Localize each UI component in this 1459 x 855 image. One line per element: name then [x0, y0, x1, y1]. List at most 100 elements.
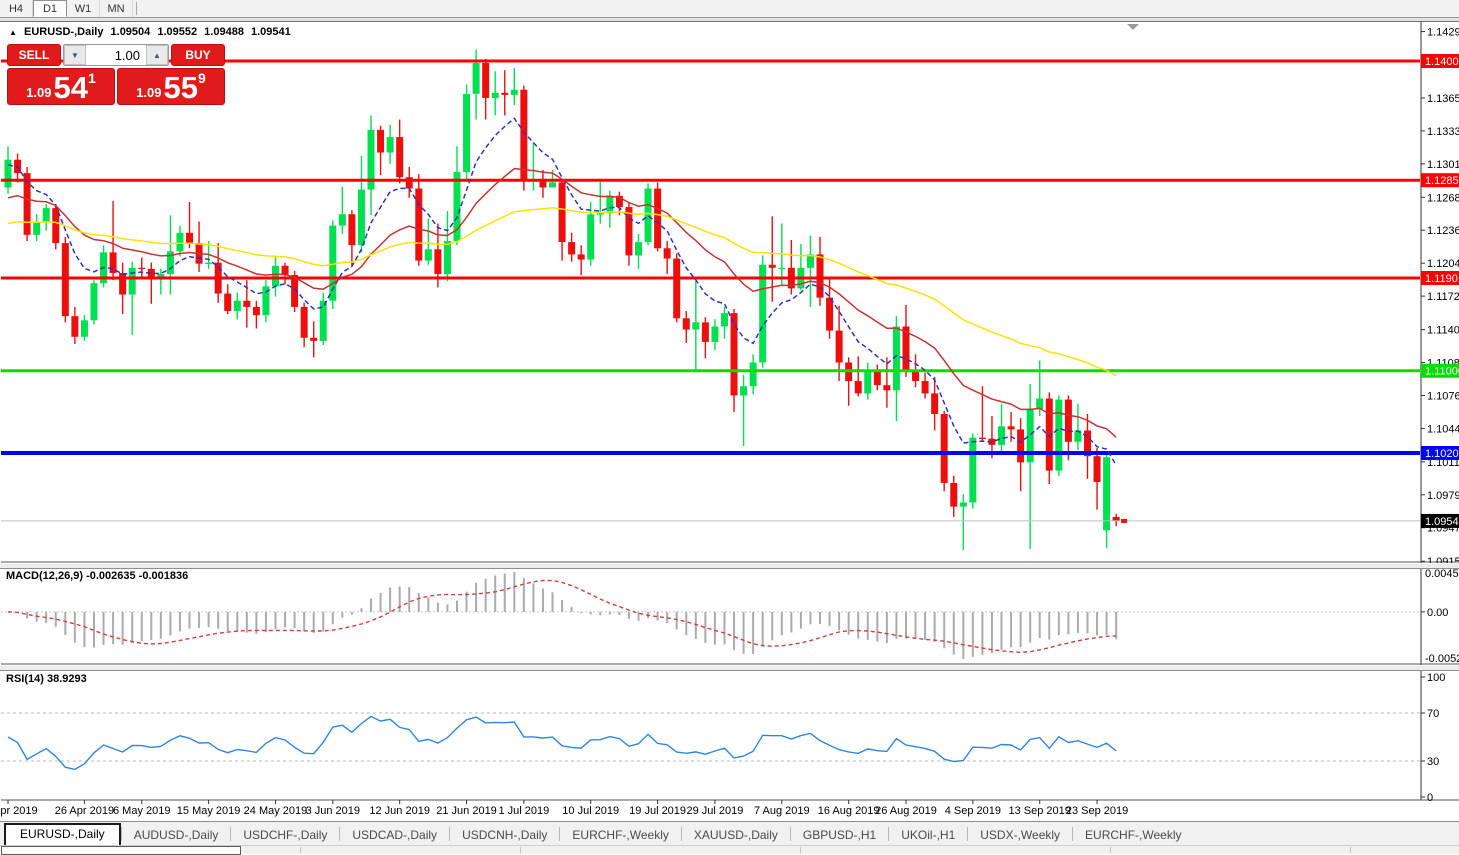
svg-text:1.14009: 1.14009: [1425, 56, 1459, 68]
svg-text:1.09541: 1.09541: [1425, 516, 1459, 528]
chart-symbol-title: EURUSD-,Daily: [23, 26, 104, 38]
chart-tab-ukoil-h1[interactable]: UKOil-,H1: [901, 828, 956, 842]
svg-text:24 May 2019: 24 May 2019: [244, 805, 308, 817]
svg-text:6 May 2019: 6 May 2019: [113, 805, 170, 817]
svg-text:1.13010: 1.13010: [1427, 159, 1459, 171]
ohlc-close: 1.09541: [251, 26, 291, 38]
chart-tab-eurchf-weekly[interactable]: EURCHF-,Weekly: [1085, 828, 1182, 842]
svg-text:1.14295: 1.14295: [1427, 27, 1459, 39]
svg-text:1.12685: 1.12685: [1427, 192, 1459, 204]
status-divider: [300, 847, 301, 853]
svg-text:23 Sep 2019: 23 Sep 2019: [1066, 805, 1128, 817]
tab-separator: [789, 827, 791, 841]
chart-tab-xauusd-daily[interactable]: XAUUSD-,Daily: [693, 828, 778, 842]
ohlc-low: 1.09488: [204, 26, 244, 38]
svg-text:0.004536: 0.004536: [1425, 568, 1459, 580]
tab-separator: [1072, 827, 1074, 841]
sell-button[interactable]: SELL: [7, 44, 61, 66]
svg-text:1.09795: 1.09795: [1427, 490, 1459, 502]
svg-text:16 Aug 2019: 16 Aug 2019: [818, 805, 880, 817]
svg-text:1.12365: 1.12365: [1427, 225, 1459, 237]
svg-text:70: 70: [1427, 708, 1439, 720]
rsi-label: RSI(14) 38.9293: [6, 673, 87, 685]
collapse-triangle-icon[interactable]: ▲: [9, 28, 17, 37]
pane-splitter-macd[interactable]: [0, 563, 1459, 569]
tab-separator: [680, 827, 682, 841]
toolbar-separator: [136, 2, 137, 15]
volume-increase-button[interactable]: ▲: [146, 45, 168, 65]
window-edge: [0, 18, 1459, 22]
svg-text:-0.005205: -0.005205: [1425, 653, 1459, 665]
volume-decrease-button[interactable]: ▼: [64, 45, 86, 65]
status-divider: [800, 847, 801, 853]
svg-text:16 Apr 2019: 16 Apr 2019: [0, 805, 38, 817]
svg-text:1.11725: 1.11725: [1427, 291, 1459, 303]
svg-text:1.12045: 1.12045: [1427, 258, 1459, 270]
svg-text:3 Jun 2019: 3 Jun 2019: [306, 805, 360, 817]
chart-tab-gbpusd-h1[interactable]: GBPUSD-,H1: [802, 828, 877, 842]
volume-stepper: ▼ 1.00 ▲: [63, 44, 169, 66]
svg-text:19 Jul 2019: 19 Jul 2019: [629, 805, 686, 817]
macd-label: MACD(12,26,9) -0.002635 -0.001836: [6, 570, 189, 582]
timeframe-button-mn[interactable]: MN: [100, 0, 133, 17]
tab-separator: [449, 827, 451, 841]
sell-price-display[interactable]: 1.09 54 1: [7, 68, 115, 105]
chart-tab-bar: EURUSD-,Daily AUDUSD-,Daily USDCHF-,Daily U…: [0, 821, 1459, 846]
svg-text:1.10440: 1.10440: [1427, 423, 1459, 435]
timeframe-button-d1[interactable]: D1: [33, 0, 67, 17]
timeframe-toolbar: H4 D1 W1 MN: [0, 0, 1459, 18]
svg-text:26 Apr 2019: 26 Apr 2019: [55, 805, 114, 817]
buy-button[interactable]: BUY: [171, 44, 225, 66]
svg-text:1.13330: 1.13330: [1427, 126, 1459, 138]
chart-tab-eurchf-weekly[interactable]: EURCHF-,Weekly: [572, 828, 669, 842]
chart-tab-usdx-weekly[interactable]: USDX-,Weekly: [980, 828, 1061, 842]
svg-text:29 Jul 2019: 29 Jul 2019: [686, 805, 743, 817]
sell-price-main: 54: [53, 70, 88, 105]
svg-text:30: 30: [1427, 756, 1439, 768]
one-click-trading-panel: SELL ▼ 1.00 ▲ BUY 1.09 54 1 1.09 55 9: [7, 44, 225, 105]
svg-text:1 Jul 2019: 1 Jul 2019: [498, 805, 549, 817]
status-cell: [1, 846, 241, 855]
chart-tab-usdcnh-daily[interactable]: USDCNH-,Daily: [462, 828, 548, 842]
svg-text:13 Sep 2019: 13 Sep 2019: [1009, 805, 1071, 817]
status-divider: [1350, 847, 1351, 853]
timeframe-button-w1[interactable]: W1: [67, 0, 100, 17]
svg-text:15 May 2019: 15 May 2019: [177, 805, 241, 817]
tab-separator: [888, 827, 890, 841]
buy-price-pip: 9: [198, 70, 206, 86]
svg-text:100: 100: [1427, 672, 1445, 684]
status-divider: [520, 847, 521, 853]
svg-text:1.10760: 1.10760: [1427, 390, 1459, 402]
tab-separator: [339, 827, 341, 841]
buy-price-main: 55: [163, 70, 198, 105]
svg-text:0.00: 0.00: [1427, 607, 1448, 619]
tab-separator: [120, 827, 122, 841]
chart-tab-usdchf-daily[interactable]: USDCHF-,Daily: [243, 828, 328, 842]
volume-input[interactable]: 1.00: [114, 47, 140, 63]
tab-separator: [967, 827, 969, 841]
svg-text:1.11000: 1.11000: [1425, 366, 1459, 378]
chart-tab-usdcad-daily[interactable]: USDCAD-,Daily: [352, 828, 438, 842]
tab-separator: [230, 827, 232, 841]
chart-tab-audusd-daily[interactable]: AUDUSD-,Daily: [133, 828, 219, 842]
svg-text:4 Sep 2019: 4 Sep 2019: [945, 805, 1001, 817]
sell-price-pip: 1: [88, 70, 96, 86]
ohlc-open: 1.09504: [110, 26, 151, 38]
chart-tab-eurusd-daily[interactable]: EURUSD-,Daily: [4, 823, 121, 846]
svg-text:1.13650: 1.13650: [1427, 93, 1459, 105]
chart-header: ▲ EURUSD-,Daily 1.09504 1.09552 1.09488 …: [9, 26, 295, 38]
pane-splitter-rsi[interactable]: [0, 665, 1459, 671]
tab-separator: [559, 827, 561, 841]
buy-price-prefix: 1.09: [136, 85, 162, 100]
svg-text:0: 0: [1427, 792, 1433, 804]
buy-price-display[interactable]: 1.09 55 9: [117, 68, 225, 105]
svg-text:7 Aug 2019: 7 Aug 2019: [754, 805, 810, 817]
status-divider: [1110, 847, 1111, 853]
macd-pane: [1, 572, 1420, 659]
timeframe-button-h4[interactable]: H4: [0, 0, 33, 17]
svg-text:21 Jun 2019: 21 Jun 2019: [436, 805, 497, 817]
